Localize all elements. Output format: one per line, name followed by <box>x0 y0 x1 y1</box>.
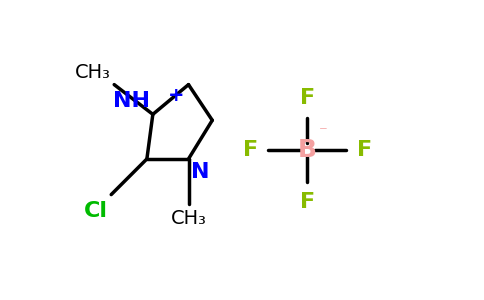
Text: F: F <box>300 88 315 108</box>
Text: CH₃: CH₃ <box>170 209 207 228</box>
Text: F: F <box>300 192 315 212</box>
Text: F: F <box>243 140 258 160</box>
Text: Cl: Cl <box>84 200 108 220</box>
Text: F: F <box>357 140 372 160</box>
Text: B: B <box>298 138 317 162</box>
Text: N: N <box>192 162 210 182</box>
Text: +: + <box>167 86 184 105</box>
Text: NH: NH <box>113 92 150 111</box>
Text: CH₃: CH₃ <box>76 63 111 82</box>
Text: ⁻: ⁻ <box>319 123 328 141</box>
